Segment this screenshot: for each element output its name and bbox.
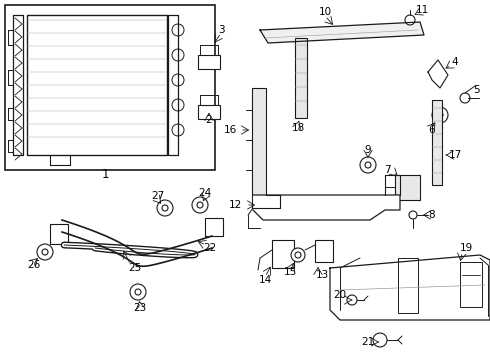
Text: 17: 17 [448,150,462,160]
Bar [27,15,167,155]
Circle shape [360,157,376,173]
Bar [295,38,307,118]
Text: 20: 20 [333,290,346,300]
Text: 13: 13 [316,270,329,280]
Circle shape [130,284,146,300]
Polygon shape [330,255,490,320]
Circle shape [37,244,53,260]
Text: 16: 16 [224,125,237,135]
Text: 2: 2 [206,115,212,125]
Text: 11: 11 [416,5,429,15]
Text: 22: 22 [203,243,217,253]
Bar [432,100,442,185]
Bar [395,175,420,200]
Bar [315,240,333,262]
Text: 12: 12 [229,200,242,210]
Polygon shape [253,195,400,220]
Circle shape [197,202,203,208]
Circle shape [172,24,184,36]
Polygon shape [260,22,424,43]
Circle shape [172,49,184,61]
Text: 6: 6 [429,125,435,135]
Text: 3: 3 [218,25,224,35]
Circle shape [432,107,448,123]
Circle shape [365,162,371,168]
Circle shape [172,99,184,111]
Text: 14: 14 [258,275,271,285]
Circle shape [172,74,184,86]
Text: 15: 15 [283,267,296,277]
Bar [5,5,215,170]
Circle shape [42,249,48,255]
Text: 18: 18 [292,123,305,133]
Text: 26: 26 [27,260,41,270]
Text: 5: 5 [473,85,479,95]
Circle shape [405,15,415,25]
Circle shape [162,205,168,211]
Bar [460,262,482,307]
Text: 27: 27 [151,191,165,201]
Text: 24: 24 [198,188,212,198]
Circle shape [192,197,208,213]
Bar [50,224,68,244]
Bar [205,218,223,236]
Bar [272,240,294,268]
Text: 23: 23 [133,303,147,313]
Circle shape [291,248,305,262]
Text: 9: 9 [365,145,371,155]
Circle shape [295,252,301,258]
Circle shape [409,211,417,219]
Text: 19: 19 [460,243,473,253]
Text: 7: 7 [384,165,391,175]
Text: 25: 25 [128,263,142,273]
Text: 21: 21 [362,337,375,347]
Circle shape [373,333,387,347]
Circle shape [135,289,141,295]
Circle shape [347,295,357,305]
Circle shape [157,200,173,216]
Bar [198,105,220,119]
Bar [252,88,266,208]
Circle shape [437,112,443,118]
Text: 8: 8 [429,210,435,220]
Bar [398,258,418,313]
Bar [198,55,220,69]
Circle shape [172,124,184,136]
Text: 10: 10 [318,7,332,17]
Circle shape [460,93,470,103]
Text: 1: 1 [101,168,109,181]
Text: 4: 4 [452,57,458,67]
